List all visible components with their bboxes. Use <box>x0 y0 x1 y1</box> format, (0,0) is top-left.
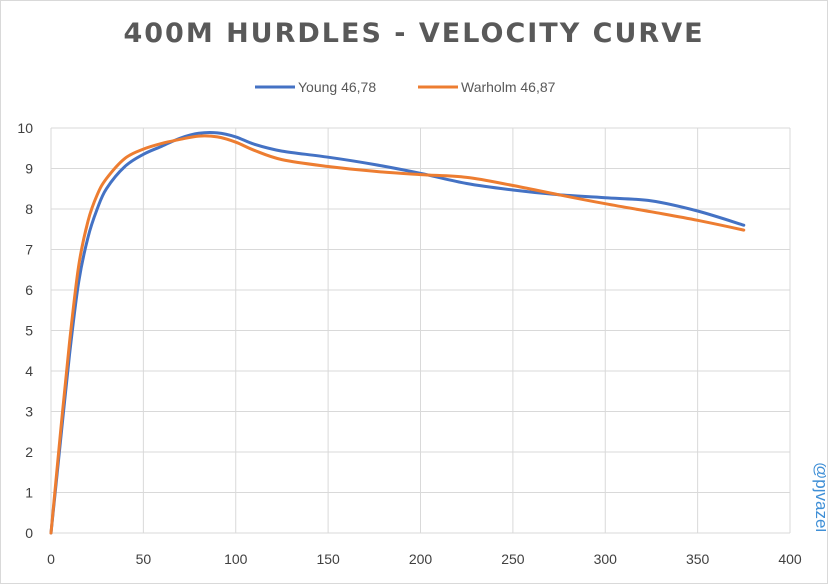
y-tick-labels: 0 1 2 3 4 5 6 7 8 9 10 <box>17 120 33 541</box>
y-tick-label: 2 <box>25 444 33 460</box>
watermark: @pjvazel <box>812 462 826 532</box>
y-tick-label: 8 <box>25 201 33 217</box>
x-tick-label: 100 <box>224 551 248 567</box>
y-tick-label: 7 <box>25 242 33 258</box>
legend-label: Warholm 46,87 <box>461 79 556 95</box>
series-line-young <box>49 131 746 535</box>
gridlines <box>50 127 791 534</box>
series-line-warholm <box>49 134 746 535</box>
y-tick-label: 0 <box>25 525 33 541</box>
chart-title: 400M HURDLES - VELOCITY CURVE <box>123 18 705 49</box>
y-tick-label: 3 <box>25 404 33 420</box>
x-tick-label: 250 <box>501 551 525 567</box>
x-tick-label: 300 <box>594 551 618 567</box>
legend: Young 46,78 Warholm 46,87 <box>255 79 556 95</box>
y-tick-label: 4 <box>25 363 33 379</box>
x-tick-labels: 0 50 100 150 200 250 300 350 400 <box>47 551 802 567</box>
series-lines <box>49 131 746 535</box>
x-tick-label: 400 <box>778 551 802 567</box>
watermark-text: @pjvazel <box>812 462 826 532</box>
x-tick-label: 150 <box>316 551 340 567</box>
y-tick-label: 10 <box>17 120 33 136</box>
y-tick-label: 9 <box>25 161 33 177</box>
x-tick-label: 0 <box>47 551 55 567</box>
legend-label: Young 46,78 <box>298 79 376 95</box>
x-tick-label: 200 <box>409 551 433 567</box>
x-tick-label: 50 <box>136 551 152 567</box>
y-tick-label: 5 <box>25 323 33 339</box>
x-tick-label: 350 <box>686 551 710 567</box>
y-tick-label: 6 <box>25 282 33 298</box>
y-tick-label: 1 <box>25 485 33 501</box>
